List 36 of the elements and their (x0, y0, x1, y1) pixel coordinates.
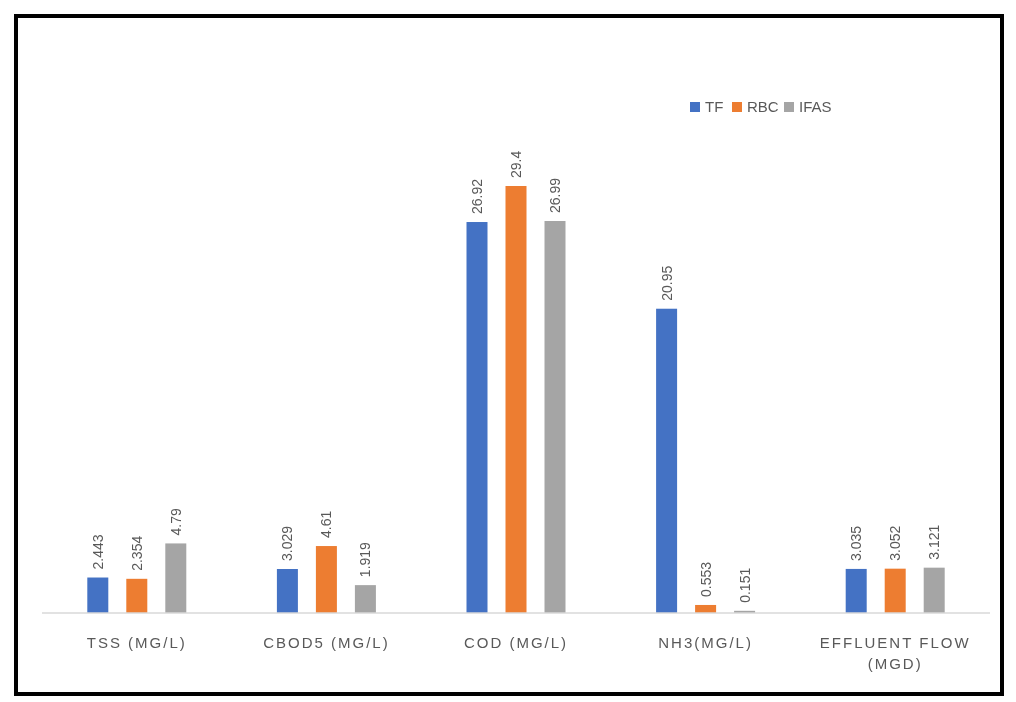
bar (126, 578, 148, 613)
data-label: 20.95 (658, 265, 675, 301)
data-label: 0.553 (697, 561, 714, 597)
data-label: 26.92 (469, 178, 485, 215)
bar (505, 186, 527, 613)
data-label: 3.035 (848, 525, 865, 561)
data-label: 0.151 (736, 567, 753, 603)
bar (165, 543, 187, 613)
bar (276, 569, 298, 613)
x-tick-label: EFFLUENT FLOW (MGD) (819, 634, 971, 672)
bar (315, 546, 337, 613)
data-label: 4.61 (318, 510, 335, 539)
x-tick-label: TSS (MG/L) (86, 634, 187, 651)
x-tick-label: COD (MG/L) (463, 634, 569, 651)
bar (544, 221, 566, 613)
data-label: 2.443 (89, 534, 106, 570)
data-label: 29.4 (508, 150, 524, 178)
bar (466, 222, 488, 613)
legend-label: RBC (747, 98, 779, 115)
x-tick-label: NH3(MG/L) (658, 634, 753, 651)
x-tick-label: CBOD5 (MG/L) (263, 634, 390, 651)
bar (87, 577, 109, 613)
legend-label: IFAS (799, 98, 832, 115)
data-label: 26.99 (547, 177, 563, 213)
bar (354, 585, 376, 613)
data-label: 3.052 (887, 525, 904, 561)
bar (845, 568, 867, 613)
data-label: 2.354 (128, 535, 145, 571)
bar (884, 568, 906, 613)
data-label: 1.919 (357, 541, 374, 578)
legend-label: TF (705, 98, 724, 115)
data-label: 4.79 (167, 507, 184, 536)
bar (656, 308, 678, 613)
data-label: 3.029 (279, 525, 296, 562)
data-label: 3.121 (926, 524, 943, 560)
bar (923, 567, 945, 613)
